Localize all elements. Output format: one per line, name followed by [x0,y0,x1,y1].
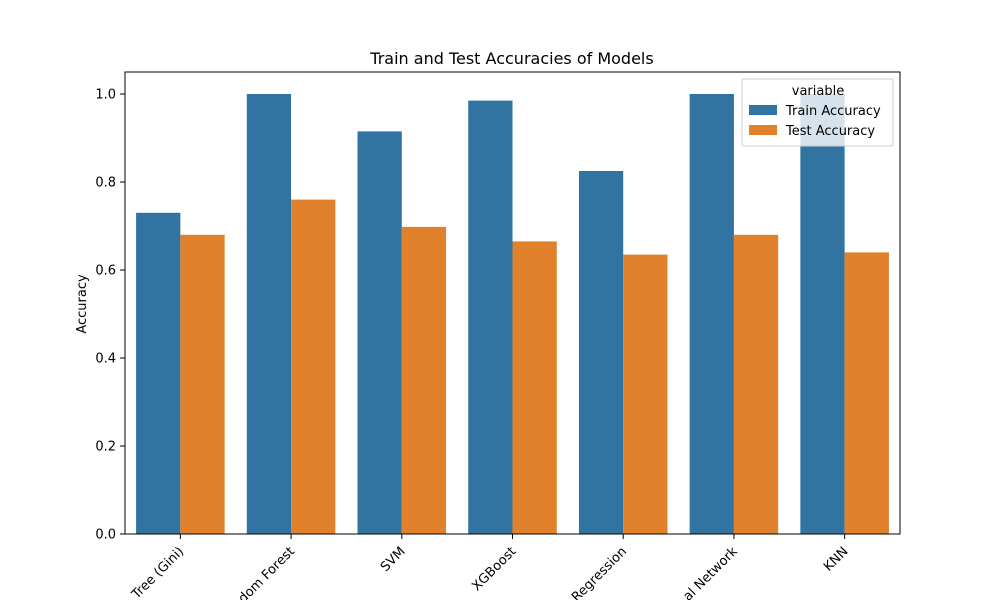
legend-label: Train Accuracy [785,104,881,119]
x-tick-label: XGBoost [469,544,519,594]
legend-swatch [749,125,777,135]
x-tick-label: SVM [378,544,409,575]
legend-label: Test Accuracy [785,124,875,139]
x-axis: Tree (Gini) dom Forest SVM XGBoost Regressio… [129,534,851,604]
y-tick-label: 0.2 [95,440,116,455]
legend-box [741,78,894,147]
bar-test-4 [623,254,668,534]
y-axis-label: Accuracy [75,274,90,334]
bar-train-4 [578,171,624,534]
bar-test-2 [401,226,447,534]
y-tick-label: 0.6 [95,264,116,279]
x-tick-label: KNN [821,544,851,574]
y-tick-label: 0.4 [95,352,116,367]
legend-title: variable [792,84,844,99]
bar-test-3 [512,241,557,534]
bar-train-3 [468,100,513,534]
y-tick-label: 0.0 [95,528,116,543]
legend-swatch [749,105,777,115]
bar-train-2 [357,131,402,534]
bar-train-6 [800,94,845,534]
x-tick-label: al Network [681,544,741,600]
bar-train-0 [136,212,181,535]
chart-title: Train and Test Accuracies of Models [369,49,653,68]
y-tick-label: 1.0 [95,88,116,103]
plot-frame [124,71,901,535]
x-tick-label: Regression [569,544,630,600]
bar-train-5 [689,94,734,534]
bar-test-1 [291,199,336,534]
bar-test-6 [844,252,889,534]
legend: variable Train Accuracy Test Accuracy [741,78,894,147]
bars-group [136,94,889,535]
x-tick-label: dom Forest [236,544,298,600]
bar-test-0 [180,234,225,535]
x-tick-label: Tree (Gini) [129,544,188,600]
y-axis: 0.0 0.2 0.4 0.6 0.8 1.0 [95,88,125,543]
y-tick-label: 0.8 [95,176,116,191]
bar-train-1 [246,94,292,534]
bar-test-5 [733,234,779,535]
